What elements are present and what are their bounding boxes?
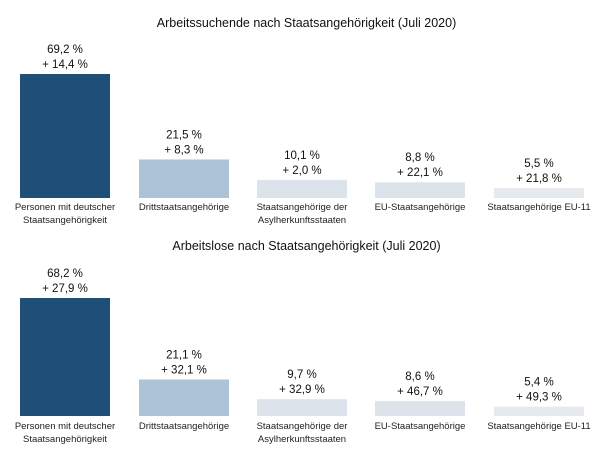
bar: [257, 179, 347, 198]
category-tick-label: EU-Staatsangehörige: [375, 421, 466, 432]
bar: [139, 379, 229, 416]
bar-value-label: 5,4 %: [524, 377, 553, 389]
bar: [375, 401, 465, 416]
bar-value-label: 10,1 %: [284, 150, 320, 162]
category-tick-label: Staatsangehörige der: [257, 202, 348, 213]
bar-change-label: + 8,3 %: [164, 144, 203, 156]
category-tick-label: Staatsangehörigkeit: [23, 215, 107, 226]
category-tick-label: Staatsangehörige EU-11: [487, 421, 590, 432]
bar: [139, 159, 229, 198]
category-tick-label: Staatsangehörige EU-11: [487, 202, 590, 213]
bar-value-label: 69,2 %: [47, 44, 83, 56]
category-tick-label: EU-Staatsangehörige: [375, 202, 466, 213]
bar: [257, 399, 347, 416]
bar-value-label: 21,5 %: [166, 129, 202, 141]
bar-value-label: 8,8 %: [405, 152, 434, 164]
bar: [20, 298, 110, 416]
bar-change-label: + 49,3 %: [516, 392, 562, 404]
category-tick-label: Staatsangehörige der: [257, 421, 348, 432]
bar-change-label: + 32,1 %: [161, 364, 207, 376]
category-tick-label: Drittstaatsangehörige: [139, 421, 229, 432]
bar-change-label: + 14,4 %: [42, 59, 88, 71]
bar: [494, 188, 584, 198]
bar: [494, 406, 584, 416]
bar-value-label: 8,6 %: [405, 371, 434, 383]
bar-change-label: + 32,9 %: [279, 384, 325, 396]
bar-change-label: + 21,8 %: [516, 173, 562, 185]
category-tick-label: Drittstaatsangehörige: [139, 202, 229, 213]
category-tick-label: Personen mit deutscher: [15, 421, 115, 432]
chart-title: Arbeitssuchende nach Staatsangehörigkeit…: [157, 16, 457, 30]
bar-change-label: + 46,7 %: [397, 386, 443, 398]
chart-title: Arbeitslose nach Staatsangehörigkeit (Ju…: [172, 239, 440, 253]
bar: [20, 74, 110, 198]
chart-panel-arbeitssuchende: Arbeitssuchende nach Staatsangehörigkeit…: [15, 16, 591, 226]
bar-value-label: 21,1 %: [166, 349, 202, 361]
category-tick-label: Personen mit deutscher: [15, 202, 115, 213]
category-tick-label: Staatsangehörigkeit: [23, 434, 107, 445]
bar-change-label: + 2,0 %: [282, 165, 321, 177]
bar-change-label: + 27,9 %: [42, 283, 88, 295]
bar: [375, 182, 465, 198]
bar-value-label: 68,2 %: [47, 268, 83, 280]
bar-change-label: + 22,1 %: [397, 167, 443, 179]
category-tick-label: Asylherkunftsstaaten: [258, 434, 346, 445]
bar-value-label: 5,5 %: [524, 158, 553, 170]
chart-panel-arbeitslose: Arbeitslose nach Staatsangehörigkeit (Ju…: [15, 239, 591, 445]
category-tick-label: Asylherkunftsstaaten: [258, 215, 346, 226]
bar-value-label: 9,7 %: [287, 369, 316, 381]
